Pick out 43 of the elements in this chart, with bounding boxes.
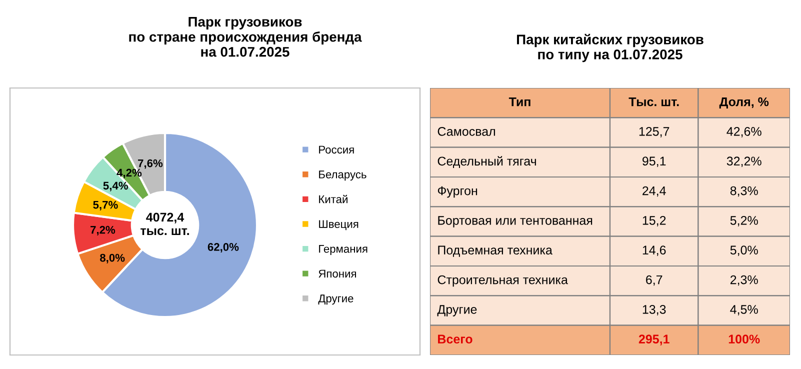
- data-label: 13,3: [642, 305, 666, 316]
- category-label: Другие: [437, 305, 477, 316]
- category-label: Всего: [438, 334, 472, 344]
- data-label: 95,1: [642, 156, 666, 167]
- data-label: 5,2%: [730, 216, 758, 226]
- data-label: 5,4%: [103, 182, 128, 192]
- data-label: 7,6%: [138, 159, 163, 169]
- series-label: Доля, %: [719, 97, 769, 109]
- data-label: 5,0%: [730, 246, 758, 256]
- data-label: 6,7: [646, 275, 662, 286]
- data-label: 24,4: [642, 186, 666, 197]
- data-label: 62,0%: [208, 243, 239, 253]
- data-label: 2,3%: [730, 275, 758, 286]
- legend-label: Германия: [319, 245, 368, 255]
- text: Парк китайских грузовиков по типу на 01.07.2025: [517, 34, 704, 62]
- text: 4072,4 тыс. шт.: [140, 212, 189, 236]
- category-label: Самосвал: [438, 127, 495, 136]
- data-label: 15,2: [642, 216, 666, 226]
- text: Тип: [508, 97, 530, 106]
- series-label: Тыс. шт.: [628, 97, 679, 106]
- chart-title: Парк грузовиков по стране происхождения бренда на 01.07.2025: [129, 17, 362, 57]
- legend-label: Китай: [319, 194, 348, 204]
- category-label: Подъемная техника: [438, 246, 552, 257]
- legend-label: Беларусь: [319, 170, 366, 181]
- legend-label: Другие: [318, 294, 354, 305]
- data-label: 295,1: [638, 334, 670, 346]
- data-label: 8,3%: [730, 186, 758, 197]
- legend-label: Япония: [318, 270, 356, 278]
- data-label: 32,2%: [726, 156, 762, 167]
- data-label: 8,0%: [100, 254, 125, 264]
- data-label: 4,5%: [730, 305, 758, 316]
- legend-label: Россия: [319, 146, 354, 154]
- category-label: Строительная техника: [438, 275, 568, 287]
- data-label: 14,6: [642, 246, 666, 256]
- legend-label: Швеция: [319, 220, 358, 230]
- data-label: 5,7%: [93, 200, 118, 210]
- category-label: Фургон: [438, 186, 478, 198]
- data-label: 125,7: [639, 127, 670, 138]
- category-label: Седельный тягач: [438, 156, 536, 168]
- category-label: Бортовая или тентованная: [438, 216, 592, 228]
- data-label: 42,6%: [726, 127, 762, 138]
- data-label: 100%: [728, 334, 760, 344]
- data-label: 7,2%: [90, 226, 116, 236]
